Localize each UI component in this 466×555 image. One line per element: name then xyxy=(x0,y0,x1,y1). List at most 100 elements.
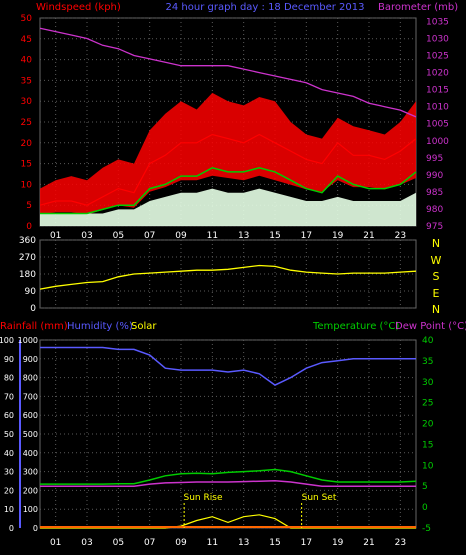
wind-speed-line xyxy=(39,133,417,206)
hour-tick-label: 07 xyxy=(144,231,155,241)
windspeed-tick-label: 15 xyxy=(21,160,32,170)
barometer-tick-label: 1000 xyxy=(426,137,449,147)
temperature-tick-label: 35 xyxy=(422,357,433,367)
hour-tick-label: 19 xyxy=(332,231,344,241)
graph-title: 24 hour graph day : 18 December 2013 xyxy=(166,2,365,13)
barometer-axis-title: Barometer (mb) xyxy=(378,2,458,13)
hour-tick-label: 19 xyxy=(332,538,344,548)
humidity-tick-label: 70 xyxy=(4,392,14,401)
sun-rise-label: Sun Rise xyxy=(184,493,223,503)
hour-tick-label: 01 xyxy=(50,231,61,241)
windspeed-tick-label: 50 xyxy=(21,14,33,24)
temperature-tick-label: -5 xyxy=(422,524,431,534)
dewpoint-axis-title: Dew Point (°C) xyxy=(395,321,466,332)
barometer-tick-label: 975 xyxy=(426,222,443,232)
hour-tick-label: 11 xyxy=(207,538,218,548)
windspeed-tick-label: 30 xyxy=(21,97,33,107)
barometer-tick-label: 1005 xyxy=(426,120,449,130)
humidity-line xyxy=(40,346,416,386)
solar-tick-label: 800 xyxy=(23,374,38,383)
hour-tick-label: 03 xyxy=(81,231,92,241)
temperature-axis-title: Temperature (°C) xyxy=(312,321,399,332)
solar-axis-title: Solar xyxy=(131,321,157,332)
temperature-tick-label: 30 xyxy=(422,378,434,388)
solar-tick-label: 0 xyxy=(33,524,38,533)
compass-labels: N W S E N xyxy=(431,237,442,316)
humidity-axis-title: Humidity (%) xyxy=(67,321,133,332)
hour-tick-label: 07 xyxy=(144,538,155,548)
wind-min-band xyxy=(40,188,416,226)
temperature-tick-label: 25 xyxy=(422,399,433,409)
hour-tick-label: 09 xyxy=(175,538,187,548)
direction-panel-grid xyxy=(40,239,416,309)
compass-s: S xyxy=(433,270,440,283)
hour-tick-label: 05 xyxy=(113,231,124,241)
direction-tick-label: 90 xyxy=(25,287,37,297)
direction-panel-series xyxy=(39,264,417,290)
sun-set-label: Sun Set xyxy=(302,493,337,503)
hour-tick-label: 23 xyxy=(395,231,406,241)
hour-tick-label: 05 xyxy=(113,538,124,548)
barometer-tick-label: 1035 xyxy=(426,17,449,27)
humidity-tick-label: 60 xyxy=(4,411,14,420)
humidity-tick-label: 50 xyxy=(4,430,14,439)
windspeed-tick-label: 20 xyxy=(21,139,33,149)
humidity-tick-label: 80 xyxy=(4,374,14,383)
windspeed-tick-label: 25 xyxy=(21,118,32,128)
solar-tick-label: 300 xyxy=(23,468,38,477)
humidity-tick-label: 0 xyxy=(9,524,14,533)
wind-panel-series xyxy=(39,27,417,226)
temperature-tick-label: 10 xyxy=(422,461,434,471)
hour-tick-label: 15 xyxy=(269,538,280,548)
windspeed-tick-label: 35 xyxy=(21,76,32,86)
windspeed-tick-label: 45 xyxy=(21,35,32,45)
solar-tick-label: 100 xyxy=(23,505,38,514)
barometer-line xyxy=(39,27,417,118)
environment-panel-hour-ticks: 01 03 05 07 09 11 13 15 17 19 21 23 xyxy=(50,538,406,548)
windspeed-axis-ticks: 0 5 10 15 20 25 30 35 40 45 50 xyxy=(21,14,33,232)
temperature-axis-ticks: -5 0 5 10 15 20 25 30 35 40 xyxy=(422,336,434,534)
hour-tick-label: 13 xyxy=(238,538,249,548)
direction-tick-label: 180 xyxy=(19,270,36,280)
wind-direction-line xyxy=(39,264,417,290)
wind-panel-hour-ticks: 01 03 05 07 09 11 13 15 17 19 21 23 xyxy=(50,231,406,241)
barometer-tick-label: 980 xyxy=(426,205,443,215)
hour-tick-label: 13 xyxy=(238,231,249,241)
wind-average-line xyxy=(40,167,417,215)
direction-axis-ticks: 0 90 180 270 360 xyxy=(19,236,36,314)
barometer-tick-label: 1010 xyxy=(426,103,449,113)
hour-tick-label: 17 xyxy=(301,538,312,548)
environment-panel-series xyxy=(40,346,417,529)
windspeed-tick-label: 5 xyxy=(26,201,32,211)
humidity-tick-label: 30 xyxy=(4,468,14,477)
hour-tick-label: 03 xyxy=(81,538,92,548)
temperature-tick-label: 0 xyxy=(422,503,428,513)
rainfall-axis-title: Rainfall (mm) xyxy=(0,321,68,332)
temperature-tick-label: 20 xyxy=(422,420,434,430)
humidity-tick-label: 20 xyxy=(4,486,14,495)
wind-gust-band xyxy=(40,92,416,215)
windspeed-tick-label: 40 xyxy=(21,56,33,66)
humidity-tick-label: 100 xyxy=(0,336,14,345)
solar-tick-label: 1000 xyxy=(18,336,38,345)
hour-tick-label: 15 xyxy=(269,231,280,241)
humidity-tick-label: 10 xyxy=(4,505,14,514)
compass-e: E xyxy=(433,287,440,300)
compass-n-top: N xyxy=(432,237,440,250)
barometer-axis-ticks: 975 980 985 990 995 1000 1005 1010 1015 1020 1025 1… xyxy=(426,17,449,232)
compass-n-bottom: N xyxy=(432,303,440,316)
humidity-tick-label: 90 xyxy=(4,355,14,364)
barometer-tick-label: 1015 xyxy=(426,86,449,96)
direction-tick-label: 0 xyxy=(30,304,36,314)
windspeed-tick-label: 0 xyxy=(26,222,32,232)
direction-tick-label: 360 xyxy=(19,236,36,246)
barometer-tick-label: 1025 xyxy=(426,52,449,62)
solar-tick-label: 200 xyxy=(23,486,38,495)
windspeed-axis-title: Windspeed (kph) xyxy=(36,2,121,13)
solar-tick-label: 900 xyxy=(23,355,38,364)
direction-tick-label: 270 xyxy=(19,253,36,263)
barometer-tick-label: 1020 xyxy=(426,69,449,79)
barometer-tick-label: 1030 xyxy=(426,34,449,44)
temperature-tick-label: 15 xyxy=(422,440,433,450)
